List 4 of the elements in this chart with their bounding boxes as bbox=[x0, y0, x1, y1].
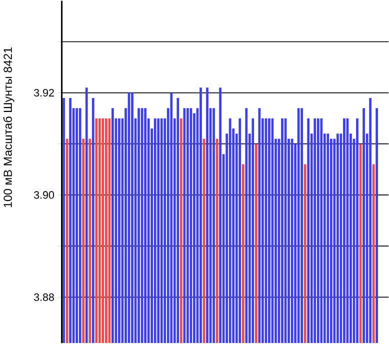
y-tick-label: 3.88 bbox=[34, 293, 54, 301]
y-tick-label: 3.90 bbox=[34, 191, 54, 199]
y-axis-title: 100 мВ Масштаб Шунты 8421 bbox=[3, 47, 14, 208]
y-tick-label: 3.92 bbox=[34, 88, 54, 97]
